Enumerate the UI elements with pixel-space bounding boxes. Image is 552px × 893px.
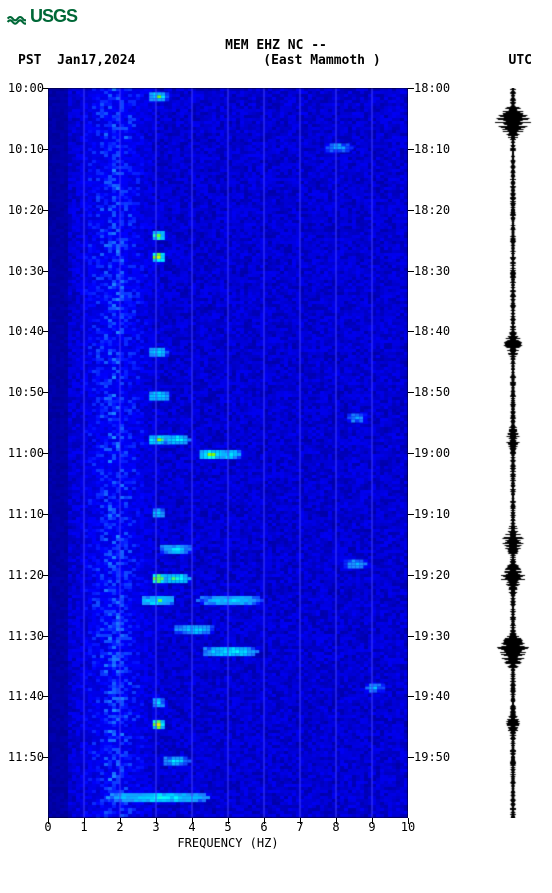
usgs-logo: USGS: [6, 6, 77, 27]
spectrogram-canvas: [48, 88, 408, 818]
pst-tick-label: 11:00: [8, 446, 44, 460]
utc-time-axis: 18:0018:1018:2018:3018:4018:5019:0019:10…: [412, 88, 454, 818]
utc-tick-label: 19:30: [414, 629, 450, 643]
left-timezone: PST Jan17,2024: [18, 53, 135, 68]
frequency-axis-title: FREQUENCY (HZ): [48, 836, 408, 850]
utc-tick-label: 18:50: [414, 385, 450, 399]
utc-tick-label: 18:00: [414, 81, 450, 95]
pst-tick-label: 11:30: [8, 629, 44, 643]
pst-tick-label: 11:10: [8, 507, 44, 521]
spectrogram-chart: [48, 88, 408, 818]
utc-tick-label: 19:20: [414, 568, 450, 582]
utc-tick-label: 19:10: [414, 507, 450, 521]
utc-tick-label: 18:40: [414, 324, 450, 338]
logo-text: USGS: [30, 6, 77, 27]
pst-tick-label: 11:40: [8, 689, 44, 703]
pst-tick-label: 10:00: [8, 81, 44, 95]
station-subtitle: (East Mammoth ): [263, 53, 380, 68]
utc-tick-label: 18:20: [414, 203, 450, 217]
utc-tick-label: 19:40: [414, 689, 450, 703]
pst-tick-label: 11:20: [8, 568, 44, 582]
right-timezone: UTC: [509, 53, 532, 68]
pst-tick-label: 11:50: [8, 750, 44, 764]
pst-tick-label: 10:20: [8, 203, 44, 217]
wave-icon: [6, 7, 26, 27]
pst-tick-label: 10:40: [8, 324, 44, 338]
seismogram-waveform: [488, 88, 538, 818]
utc-tick-label: 19:00: [414, 446, 450, 460]
utc-tick-label: 19:50: [414, 750, 450, 764]
utc-tick-label: 18:10: [414, 142, 450, 156]
station-title: MEM EHZ NC --: [0, 38, 552, 53]
pst-tick-label: 10:10: [8, 142, 44, 156]
pst-tick-label: 10:30: [8, 264, 44, 278]
chart-header: MEM EHZ NC -- PST Jan17,2024 (East Mammo…: [0, 38, 552, 68]
waveform-canvas: [488, 88, 538, 818]
pst-time-axis: 10:0010:1010:2010:3010:4010:5011:0011:10…: [4, 88, 46, 818]
pst-tick-label: 10:50: [8, 385, 44, 399]
utc-tick-label: 18:30: [414, 264, 450, 278]
